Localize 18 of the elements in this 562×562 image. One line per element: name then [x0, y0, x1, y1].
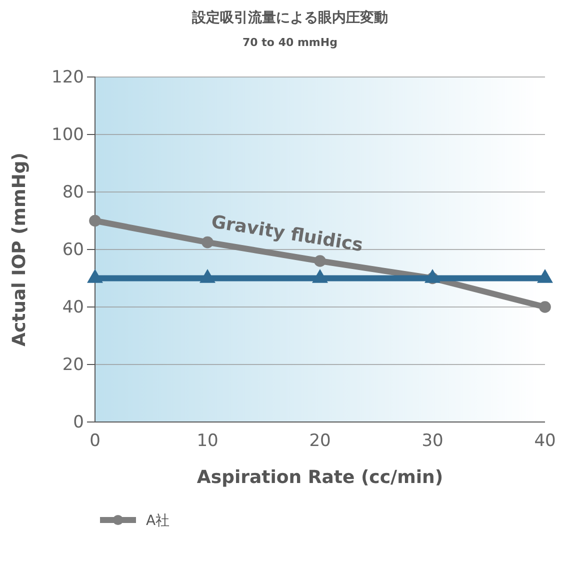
- y-tick-label: 20: [62, 354, 84, 375]
- chart-subtitle: 70 to 40 mmHg: [242, 36, 338, 49]
- y-tick-label: 80: [62, 182, 84, 202]
- x-tick-label: 40: [534, 431, 556, 452]
- x-tick-label: 30: [422, 431, 444, 452]
- annotation: Gravity fluidics: [210, 211, 364, 256]
- x-axis-title: Aspiration Rate (cc/min): [196, 467, 444, 488]
- x-tick-label: 10: [196, 431, 218, 452]
- y-tick-label: 120: [52, 67, 84, 88]
- legend-label: A社: [146, 513, 170, 529]
- chart-title: 設定吸引流量による眼内圧変動: [191, 9, 388, 26]
- y-tick-label: 60: [62, 240, 84, 260]
- y-tick-label: 100: [52, 124, 84, 145]
- y-tick-label: 0: [73, 412, 84, 432]
- x-tick-label: 0: [90, 431, 100, 452]
- y-tick-label: 40: [62, 297, 84, 318]
- y-axis-title: Actual IOP (mmHg): [9, 152, 30, 346]
- x-tick-label: 20: [309, 431, 331, 452]
